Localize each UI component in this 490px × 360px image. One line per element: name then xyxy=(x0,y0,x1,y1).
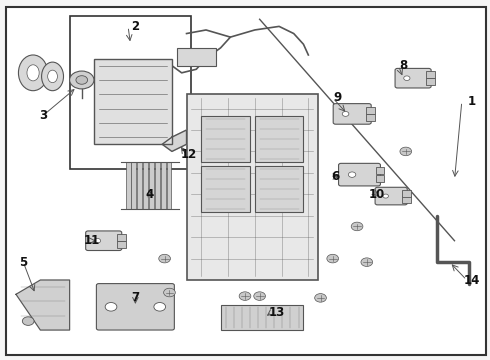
Ellipse shape xyxy=(48,70,57,83)
Polygon shape xyxy=(162,130,187,152)
FancyBboxPatch shape xyxy=(333,104,371,124)
Bar xyxy=(426,71,435,78)
Circle shape xyxy=(342,112,349,116)
Bar xyxy=(155,162,160,208)
Bar xyxy=(117,240,125,248)
Circle shape xyxy=(315,294,326,302)
Bar xyxy=(149,162,154,208)
Bar xyxy=(117,234,125,241)
Circle shape xyxy=(361,258,373,266)
Text: 14: 14 xyxy=(464,274,480,287)
Circle shape xyxy=(95,238,100,243)
Text: 3: 3 xyxy=(39,109,47,122)
Bar xyxy=(402,189,411,197)
Text: 13: 13 xyxy=(269,306,285,319)
Bar xyxy=(131,162,136,208)
Ellipse shape xyxy=(42,62,64,91)
Circle shape xyxy=(383,194,389,198)
Circle shape xyxy=(70,71,94,89)
Bar xyxy=(367,114,375,121)
Polygon shape xyxy=(16,280,70,330)
FancyBboxPatch shape xyxy=(375,187,407,205)
FancyBboxPatch shape xyxy=(395,68,431,88)
Text: 5: 5 xyxy=(19,256,27,269)
Text: 10: 10 xyxy=(368,188,385,201)
Bar xyxy=(220,305,303,330)
Circle shape xyxy=(404,76,410,81)
Bar xyxy=(177,48,216,66)
FancyBboxPatch shape xyxy=(97,284,174,330)
Text: 6: 6 xyxy=(331,170,339,183)
Bar xyxy=(137,162,142,208)
Circle shape xyxy=(348,172,356,177)
Text: 9: 9 xyxy=(334,91,342,104)
Circle shape xyxy=(154,302,166,311)
Circle shape xyxy=(351,222,363,231)
Text: 11: 11 xyxy=(83,234,99,247)
Bar xyxy=(94,59,172,144)
Circle shape xyxy=(159,254,171,263)
Bar xyxy=(255,116,303,162)
FancyBboxPatch shape xyxy=(187,94,318,280)
Text: 7: 7 xyxy=(131,291,140,305)
Bar xyxy=(367,107,375,114)
Circle shape xyxy=(327,254,339,263)
Circle shape xyxy=(76,76,88,84)
Circle shape xyxy=(239,292,251,300)
Bar xyxy=(375,167,384,174)
Bar xyxy=(125,162,130,208)
Circle shape xyxy=(400,147,412,156)
Bar xyxy=(426,78,435,85)
Text: 1: 1 xyxy=(467,95,476,108)
Bar xyxy=(143,162,148,208)
Ellipse shape xyxy=(27,65,39,81)
Ellipse shape xyxy=(19,55,48,91)
Text: 8: 8 xyxy=(399,59,408,72)
Bar xyxy=(402,195,411,203)
Text: 12: 12 xyxy=(181,148,197,162)
FancyBboxPatch shape xyxy=(86,231,122,251)
Text: 4: 4 xyxy=(146,188,154,201)
FancyBboxPatch shape xyxy=(339,163,380,186)
Bar xyxy=(201,166,250,212)
Bar xyxy=(70,16,192,169)
Bar xyxy=(161,162,166,208)
Circle shape xyxy=(164,288,175,297)
Text: 2: 2 xyxy=(131,20,140,33)
Bar xyxy=(167,162,172,208)
Circle shape xyxy=(23,317,34,325)
Circle shape xyxy=(254,292,266,300)
Bar xyxy=(255,166,303,212)
Bar xyxy=(201,116,250,162)
Circle shape xyxy=(105,302,117,311)
Bar xyxy=(375,175,384,182)
